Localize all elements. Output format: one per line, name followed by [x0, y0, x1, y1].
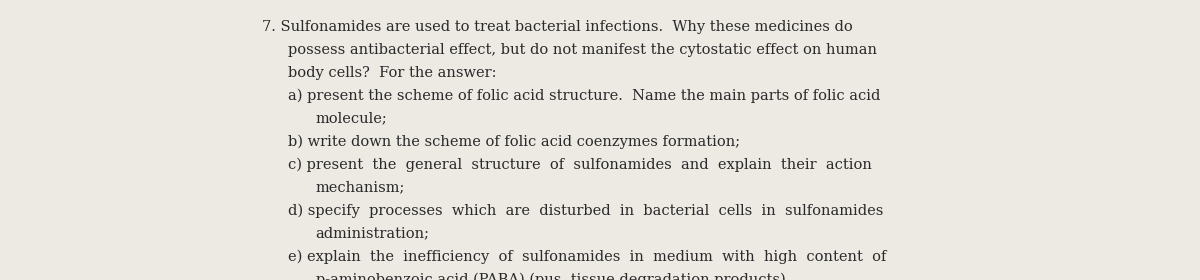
Text: p-aminobenzoic acid (PABA) (pus, tissue degradation products).: p-aminobenzoic acid (PABA) (pus, tissue …: [316, 272, 790, 280]
Text: body cells?  For the answer:: body cells? For the answer:: [288, 66, 497, 80]
Text: 7. Sulfonamides are used to treat bacterial infections.  Why these medicines do: 7. Sulfonamides are used to treat bacter…: [262, 20, 852, 34]
Text: mechanism;: mechanism;: [316, 180, 404, 194]
Text: b) write down the scheme of folic acid coenzymes formation;: b) write down the scheme of folic acid c…: [288, 134, 740, 149]
Text: possess antibacterial effect, but do not manifest the cytostatic effect on human: possess antibacterial effect, but do not…: [288, 43, 877, 57]
Text: c) present  the  general  structure  of  sulfonamides  and  explain  their  acti: c) present the general structure of sulf…: [288, 157, 872, 172]
Text: administration;: administration;: [316, 226, 430, 240]
Text: molecule;: molecule;: [316, 111, 388, 125]
Text: a) present the scheme of folic acid structure.  Name the main parts of folic aci: a) present the scheme of folic acid stru…: [288, 88, 881, 103]
Text: d) specify  processes  which  are  disturbed  in  bacterial  cells  in  sulfonam: d) specify processes which are disturbed…: [288, 203, 883, 218]
Text: e) explain  the  inefficiency  of  sulfonamides  in  medium  with  high  content: e) explain the inefficiency of sulfonami…: [288, 249, 887, 263]
